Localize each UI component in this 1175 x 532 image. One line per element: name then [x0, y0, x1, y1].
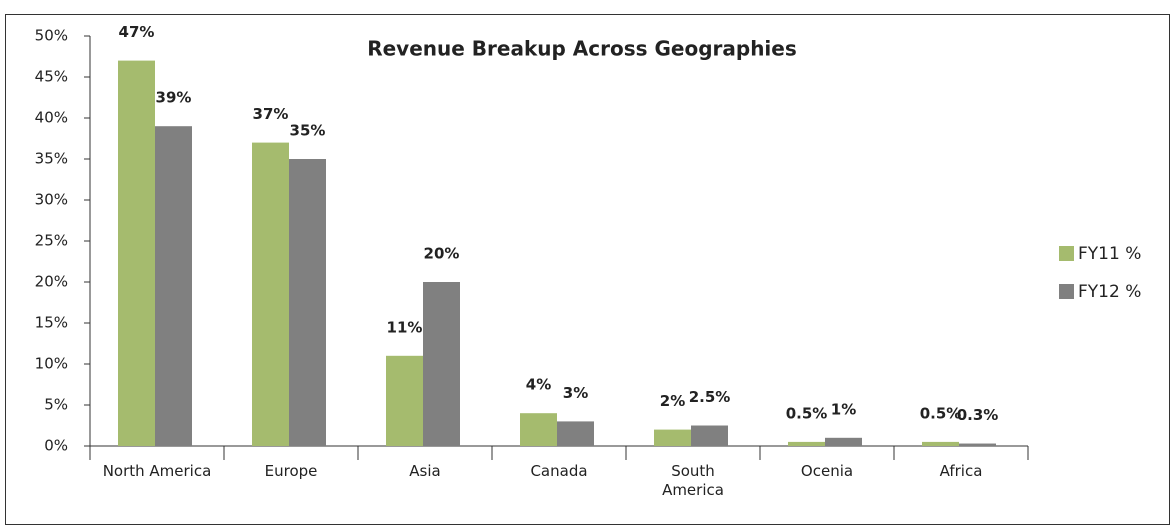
x-tick-label: Europe [264, 462, 318, 480]
chart-border [5, 14, 1170, 525]
data-label: 2.5% [689, 388, 731, 406]
bar [654, 429, 691, 446]
x-tick-label: Canada [530, 462, 588, 480]
bar [557, 421, 594, 446]
bar [155, 126, 192, 446]
y-tick-label: 50% [35, 27, 68, 45]
data-label: 4% [526, 376, 551, 394]
y-tick-label: 20% [35, 273, 68, 291]
x-tick-label: North America [102, 462, 212, 480]
x-tick-label: Africa [939, 462, 983, 480]
bar [959, 443, 996, 446]
legend-label: FY12 % [1078, 282, 1141, 302]
data-label: 0.5% [786, 404, 828, 422]
chart-title: Revenue Breakup Across Geographies [367, 37, 797, 61]
y-tick-label: 5% [44, 396, 68, 414]
y-tick-label: 10% [35, 355, 68, 373]
y-tick-label: 45% [35, 68, 68, 86]
y-tick-label: 15% [35, 314, 68, 332]
legend-swatch [1059, 246, 1074, 261]
x-tick-label: South America [662, 462, 724, 499]
y-tick-label: 30% [35, 191, 68, 209]
data-label: 3% [563, 384, 588, 402]
data-label: 0.3% [957, 406, 999, 424]
legend-swatch [1059, 284, 1074, 299]
data-label: 35% [290, 122, 326, 140]
data-label: 39% [156, 89, 192, 107]
data-label: 37% [253, 105, 289, 123]
bar [691, 425, 728, 446]
data-label: 47% [119, 23, 155, 41]
bar [825, 437, 862, 446]
bar [386, 355, 423, 446]
x-tick-label: Ocenia [800, 462, 854, 480]
data-label: 1% [831, 400, 856, 418]
bar [922, 441, 959, 446]
y-tick-label: 40% [35, 109, 68, 127]
x-tick-label: Asia [409, 462, 441, 480]
bar [788, 441, 825, 446]
bar [423, 282, 460, 446]
data-label: 2% [660, 392, 685, 410]
y-tick-label: 0% [44, 437, 68, 455]
bar [520, 413, 557, 446]
y-tick-label: 25% [35, 232, 68, 250]
data-label: 20% [424, 245, 460, 263]
data-label: 0.5% [920, 404, 962, 422]
bar [118, 60, 155, 446]
legend-label: FY11 % [1078, 244, 1141, 264]
y-tick-label: 35% [35, 150, 68, 168]
bar [289, 159, 326, 446]
bar [252, 142, 289, 446]
data-label: 11% [387, 318, 423, 336]
